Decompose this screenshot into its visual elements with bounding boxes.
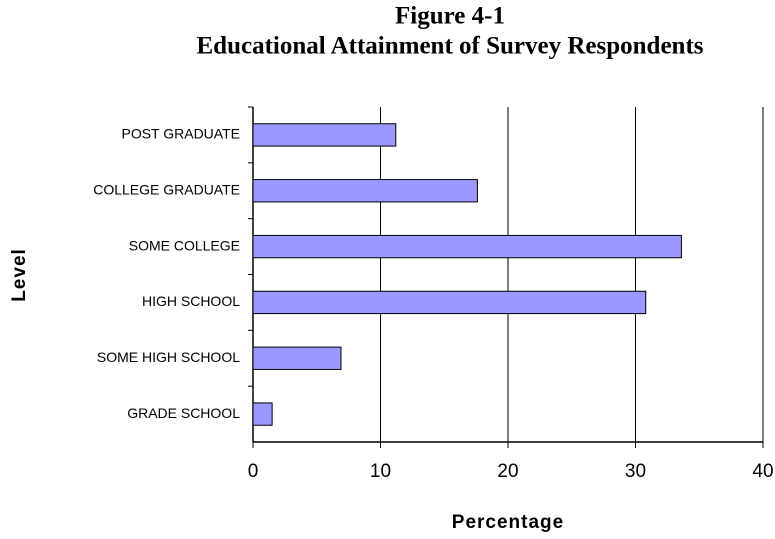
x-tick-label: 40 bbox=[752, 461, 773, 482]
bar bbox=[252, 402, 273, 426]
x-tick-label: 10 bbox=[370, 461, 391, 482]
y-tick-label: GRADE SCHOOL bbox=[127, 405, 240, 421]
y-tick-label: SOME HIGH SCHOOL bbox=[97, 349, 240, 365]
bar bbox=[252, 179, 478, 203]
y-tick-label: HIGH SCHOOL bbox=[142, 293, 240, 309]
bar bbox=[252, 123, 397, 147]
y-tick-label: POST GRADUATE bbox=[121, 126, 240, 142]
x-tick-label: 20 bbox=[497, 461, 518, 482]
x-tick-label: 30 bbox=[625, 461, 646, 482]
chart-title: Figure 4-1 bbox=[395, 3, 505, 30]
y-tick-label: COLLEGE GRADUATE bbox=[93, 181, 240, 197]
y-tick-label: SOME COLLEGE bbox=[129, 237, 240, 253]
x-tick-label: 0 bbox=[248, 461, 259, 482]
y-axis-label: Level bbox=[9, 248, 30, 302]
bar bbox=[252, 346, 342, 370]
chart-title: Educational Attainment of Survey Respond… bbox=[197, 33, 704, 60]
bar bbox=[252, 234, 682, 259]
x-axis-label: Percentage bbox=[452, 512, 564, 533]
bar bbox=[252, 290, 647, 315]
